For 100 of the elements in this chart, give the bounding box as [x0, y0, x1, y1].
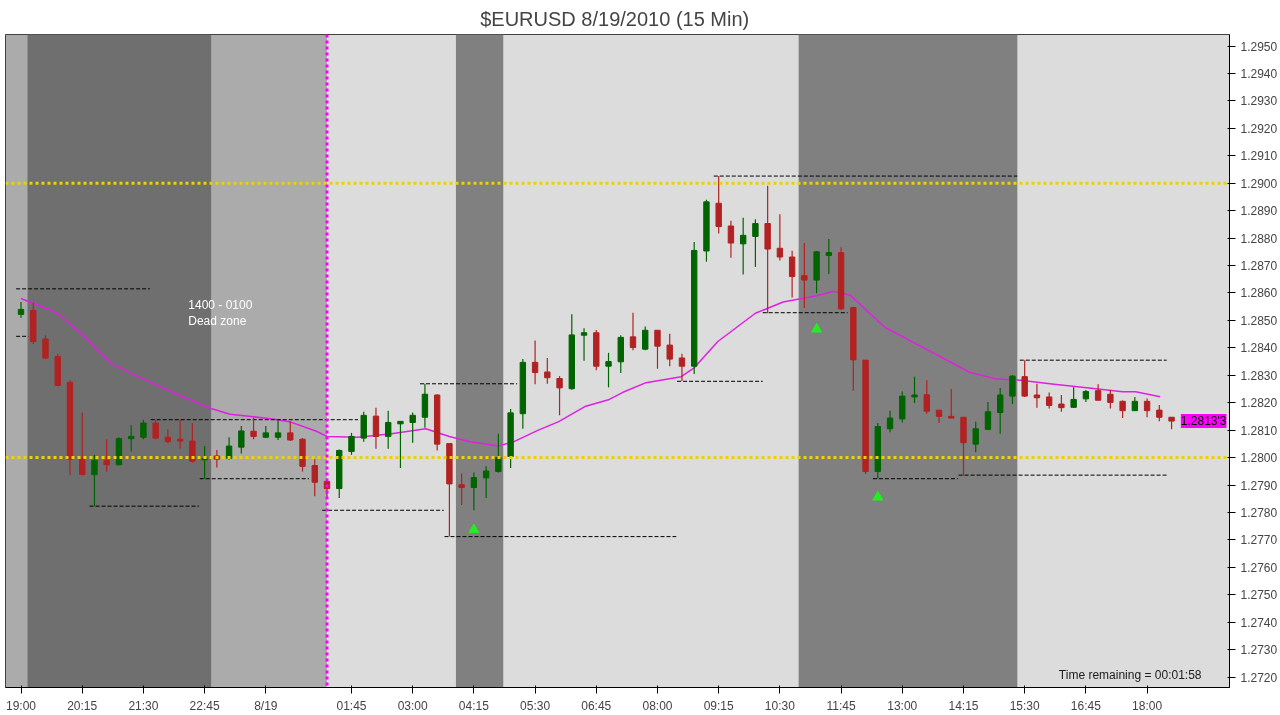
y-tick-label: 1.2840	[1240, 341, 1278, 356]
y-tick-label: 1.2870	[1240, 259, 1278, 274]
candlestick	[91, 454, 98, 507]
y-tick-label: 1.2720	[1240, 670, 1278, 685]
y-tick-label: 1.2740	[1240, 615, 1278, 630]
candlestick	[984, 401, 992, 431]
candlestick	[311, 458, 318, 497]
candlestick	[776, 213, 784, 262]
x-tick-label: 08:00	[642, 698, 673, 713]
candlestick	[544, 357, 551, 385]
y-tick-label: 1.2820	[1240, 396, 1278, 411]
annotation: Time remaining = 00:01:58	[1058, 667, 1202, 682]
candlestick	[360, 411, 367, 443]
y-tick-label: 1.2800	[1240, 451, 1278, 466]
y-tick-label: 1.2830	[1240, 368, 1278, 383]
x-tick-label: 22:45	[189, 698, 220, 713]
candlestick	[715, 175, 722, 235]
candlestick	[531, 339, 539, 385]
band-label: 1400 - 0100 Dead zone	[188, 297, 253, 329]
candlestick	[458, 472, 465, 506]
chart-title: $EURUSD 8/19/2010 (15 Min)	[480, 7, 750, 30]
candlestick	[348, 432, 355, 456]
line-series	[20, 290, 1161, 447]
candlestick	[201, 445, 208, 480]
candlestick	[801, 242, 808, 309]
candlestick	[899, 390, 906, 424]
point	[872, 490, 884, 501]
candlestick	[1021, 359, 1028, 398]
x-tick-label: 14:15	[948, 698, 979, 713]
x-tick-label: 03:00	[397, 698, 429, 713]
y-tick-label: 1.2890	[1240, 204, 1278, 219]
y-tick-label: 1.2810	[1240, 423, 1278, 438]
candlestick	[250, 416, 257, 440]
x-tick-label: 09:15	[703, 698, 735, 713]
candlestick	[79, 411, 86, 476]
x-tick-label: 10:30	[764, 698, 796, 713]
y-tick-label: 1.2850	[1240, 313, 1278, 328]
x-tick-label: 8/19	[254, 698, 278, 713]
candlestick	[605, 352, 612, 388]
y-tick-label: 1.2900	[1240, 176, 1278, 191]
candlestick	[556, 375, 563, 416]
candlestick	[911, 376, 918, 404]
candlestick	[739, 217, 747, 276]
candlestick	[1143, 397, 1151, 418]
y-tick-label: 1.2940	[1240, 66, 1278, 81]
x-tick-label: 06:45	[581, 698, 612, 713]
candlestick	[482, 465, 490, 499]
y-tick-label: 1.2760	[1240, 560, 1278, 575]
candlestick	[580, 327, 588, 362]
candlestick	[727, 220, 735, 259]
x-tick-label: 20:15	[67, 698, 98, 713]
candlestick	[397, 420, 404, 469]
x-tick-label: 21:30	[128, 698, 159, 713]
candlestick	[140, 419, 147, 440]
y-tick-label: 1.2780	[1240, 505, 1278, 520]
candlestick	[972, 421, 979, 453]
candlestick	[1107, 389, 1114, 410]
candlestick	[629, 312, 637, 351]
x-tick-label: 19:00	[5, 698, 37, 713]
candlestick	[678, 353, 686, 382]
x-tick-label: 04:15	[458, 698, 490, 713]
candlestick	[666, 333, 673, 367]
candlestick	[788, 250, 796, 299]
candlestick	[948, 388, 955, 419]
x-tick-label: 15:30	[1009, 698, 1041, 713]
candlestick	[238, 425, 245, 455]
candlestick	[654, 329, 661, 370]
y-tick-label: 1.2770	[1240, 533, 1278, 548]
candlestick	[176, 419, 184, 450]
candlestick	[372, 407, 380, 450]
y-tick-label: 1.2730	[1240, 643, 1278, 658]
candlestick	[42, 334, 49, 360]
candlestick	[495, 433, 502, 473]
y-tick-label: 1.2880	[1240, 231, 1278, 246]
x-tick-label: 16:45	[1070, 698, 1102, 713]
candlestick	[17, 301, 25, 319]
candlestick	[164, 428, 172, 445]
candlestick	[409, 411, 416, 444]
x-tick-label: 11:45	[826, 698, 856, 713]
x-tick-label: 05:30	[520, 698, 551, 713]
y-tick-label: 1.2920	[1240, 121, 1278, 136]
x-tick-label: 18:00	[1132, 698, 1163, 713]
y-tick-label: 1.2910	[1240, 149, 1278, 164]
x-tick-label: 13:00	[887, 698, 918, 713]
candlestick	[189, 422, 196, 464]
y-tick-label: 1.2950	[1240, 39, 1278, 54]
y-tick-label: 1.2790	[1240, 478, 1278, 493]
candlestick	[825, 238, 833, 275]
candlestick	[923, 379, 930, 415]
candlestick	[274, 419, 282, 441]
candlestick	[752, 218, 759, 268]
candlestick	[421, 383, 429, 429]
candlestick	[470, 471, 478, 511]
candlestick	[1033, 383, 1041, 409]
candlestick	[1009, 374, 1016, 405]
y-tick-label: 1.2860	[1240, 286, 1278, 301]
candlestick	[127, 424, 135, 453]
candlestick	[103, 438, 110, 473]
x-tick-label: 01:45	[336, 698, 367, 713]
y-tick-label: 1.2750	[1240, 588, 1278, 603]
